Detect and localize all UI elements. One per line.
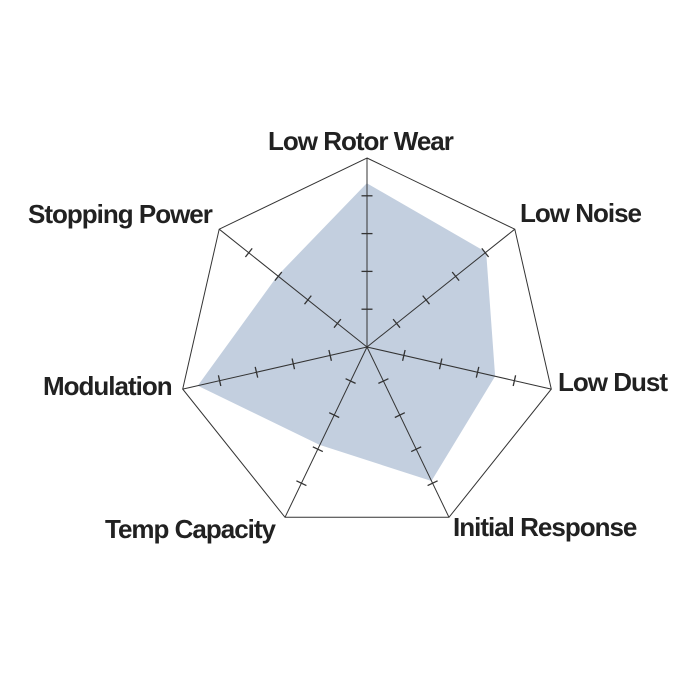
axis-label-stopping-power: Stopping Power — [28, 199, 213, 229]
radar-axis-line — [366, 346, 450, 518]
radar-axis-line — [284, 346, 368, 518]
radar-tick — [254, 366, 259, 378]
radar-tick — [296, 480, 307, 487]
radar-tick — [345, 378, 356, 384]
radar-axis-line — [366, 346, 552, 390]
radar-tick — [312, 446, 324, 453]
radar-tick — [328, 349, 333, 361]
radar-axis-line — [366, 228, 516, 348]
radar-tick — [427, 480, 438, 487]
axis-label-low-noise: Low Noise — [520, 198, 642, 228]
radar-tick — [422, 295, 431, 305]
axis-label-temp-capacity: Temp Capacity — [105, 514, 276, 544]
radar-tick — [392, 318, 401, 329]
radar-tick — [394, 412, 406, 419]
radar-tick — [291, 358, 296, 370]
radar-tick — [475, 366, 480, 378]
radar-axis-line — [182, 346, 368, 390]
radar-tick — [481, 247, 490, 258]
radar-tick — [512, 375, 517, 387]
radar-tick — [401, 349, 406, 361]
axis-label-low-rotor-wear: Low Rotor Wear — [268, 126, 454, 156]
radar-tick — [333, 318, 342, 329]
radar-outline-ring — [182, 157, 552, 518]
radar-tick — [378, 378, 389, 384]
axis-label-initial-response: Initial Response — [453, 512, 637, 542]
axis-label-modulation: Modulation — [43, 371, 173, 401]
radar-data-polygon — [198, 183, 496, 481]
radar-tick — [303, 295, 312, 305]
axis-label-low-dust: Low Dust — [558, 367, 668, 397]
radar-tick — [438, 358, 443, 370]
radar-tick — [328, 412, 340, 419]
radar-axis-line — [218, 228, 368, 348]
radar-tick — [217, 375, 222, 387]
radar-tick — [451, 271, 460, 282]
radar-tick — [274, 271, 283, 282]
radar-tick — [244, 247, 253, 258]
radar-tick — [410, 446, 422, 453]
